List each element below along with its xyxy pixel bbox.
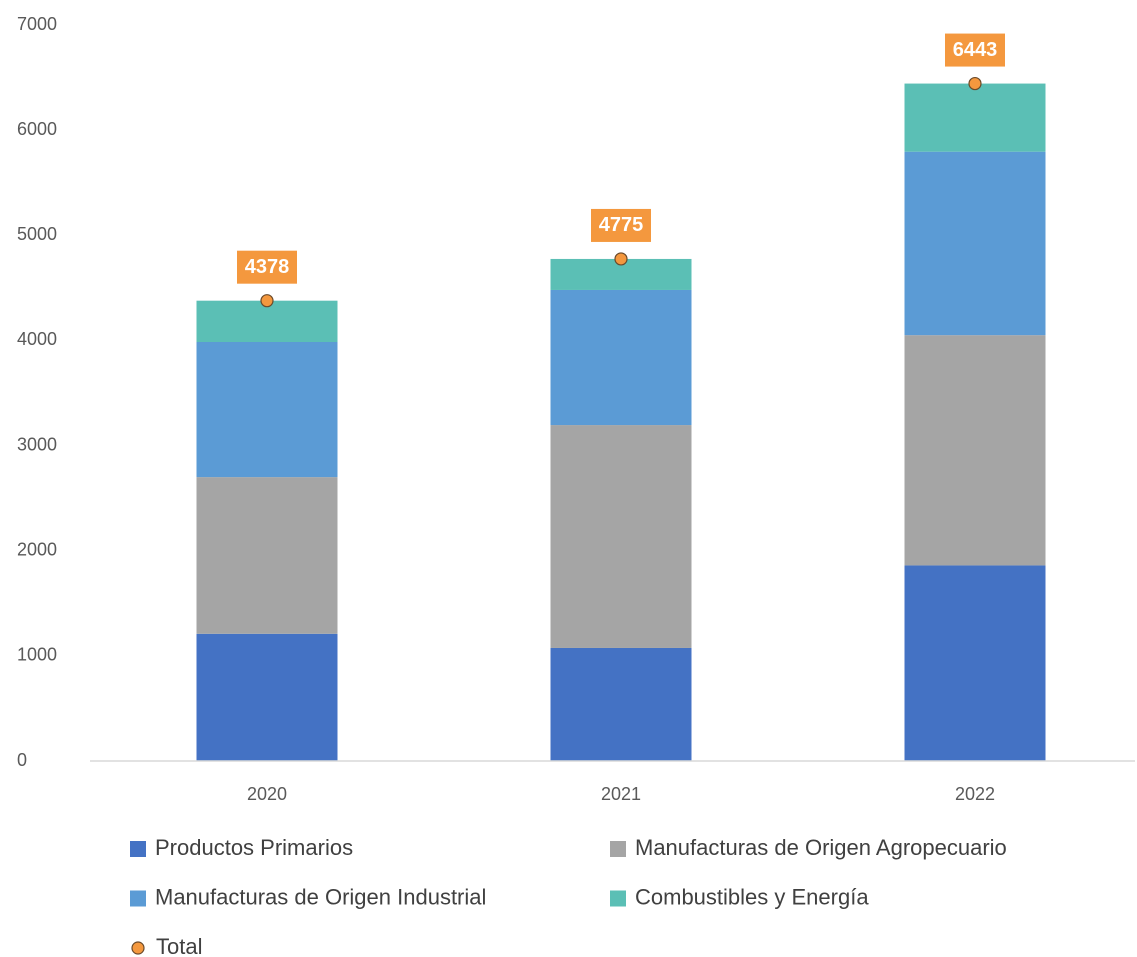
total-marker [614, 252, 628, 266]
bar-segment [904, 83, 1046, 152]
legend-label: Productos Primarios [155, 835, 353, 860]
value-label: 6443 [953, 39, 998, 61]
bar-segment [196, 342, 338, 478]
legend-label: Manufacturas de Origen Industrial [155, 884, 486, 909]
total-marker [968, 76, 982, 91]
total-marker [260, 294, 274, 308]
y-tick-label: 6000 [17, 119, 57, 139]
y-tick-label: 0 [17, 750, 27, 770]
legend-label: Combustibles y Energía [635, 884, 869, 909]
y-tick-label: 7000 [17, 14, 57, 34]
bar-segment [196, 633, 338, 761]
bar-segment [196, 300, 338, 343]
legend-swatch [610, 890, 626, 907]
y-tick-label: 2000 [17, 539, 57, 559]
bar-segment [550, 647, 692, 761]
value-label-box [237, 250, 297, 284]
legend-label: Total [156, 934, 202, 957]
legend-swatch [610, 841, 626, 857]
value-label-box [591, 208, 651, 242]
legend-marker [131, 941, 145, 955]
x-tick-label: 2021 [601, 784, 641, 804]
bar-segment [196, 477, 338, 634]
y-tick-label: 3000 [17, 434, 57, 454]
y-tick-label: 4000 [17, 329, 57, 349]
x-tick-label: 2020 [247, 784, 287, 804]
value-label: 4378 [245, 256, 290, 278]
y-tick-label: 1000 [17, 645, 57, 665]
bar-segment [904, 151, 1046, 336]
y-tick-label: 5000 [17, 224, 57, 244]
value-label: 4775 [599, 214, 644, 236]
bar-segment [904, 335, 1046, 566]
legend-swatch [130, 890, 146, 907]
bar-segment [550, 289, 692, 426]
x-tick-label: 2022 [955, 784, 995, 804]
value-label-box [945, 33, 1005, 67]
legend-swatch [130, 841, 146, 857]
legend-label: Manufacturas de Origen Agropecuario [635, 835, 1007, 860]
bar-segment [550, 425, 692, 648]
bar-segment [904, 565, 1046, 761]
